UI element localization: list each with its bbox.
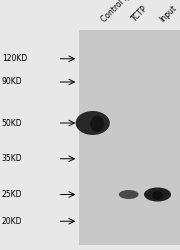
Ellipse shape	[90, 116, 104, 132]
Ellipse shape	[76, 111, 110, 135]
Bar	[79, 30, 180, 245]
Text: Control IgG: Control IgG	[100, 0, 137, 24]
Text: Input: Input	[158, 3, 178, 24]
Ellipse shape	[144, 188, 171, 202]
Text: 25KD: 25KD	[2, 190, 22, 199]
Ellipse shape	[152, 191, 163, 200]
Text: TCTP: TCTP	[130, 4, 149, 24]
Text: 20KD: 20KD	[2, 217, 22, 226]
Text: 35KD: 35KD	[2, 154, 22, 163]
Ellipse shape	[119, 190, 139, 199]
Text: 90KD: 90KD	[2, 78, 22, 86]
Text: 120KD: 120KD	[2, 54, 27, 63]
Text: 50KD: 50KD	[2, 118, 22, 128]
